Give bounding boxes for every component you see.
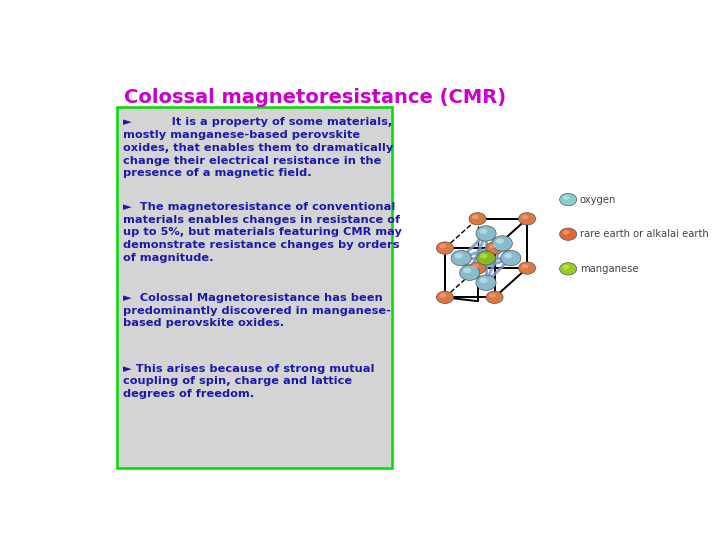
Ellipse shape [489, 244, 496, 248]
Text: rare earth or alkalai earth: rare earth or alkalai earth [580, 229, 708, 239]
Ellipse shape [518, 262, 536, 274]
Text: ►  The magnetoresistance of conventional
materials enables changes in resistance: ► The magnetoresistance of conventional … [123, 202, 402, 263]
Ellipse shape [463, 268, 472, 273]
Text: Colossal magnetoresistance (CMR): Colossal magnetoresistance (CMR) [124, 88, 506, 107]
Ellipse shape [489, 293, 496, 298]
Ellipse shape [469, 213, 486, 225]
Ellipse shape [480, 254, 487, 259]
Ellipse shape [562, 195, 570, 200]
Text: ►  Colossal Magnetoresistance has been
predominantly discovered in manganese-
ba: ► Colossal Magnetoresistance has been pr… [123, 293, 391, 328]
Ellipse shape [559, 193, 577, 206]
Ellipse shape [459, 265, 480, 280]
Ellipse shape [521, 215, 528, 219]
Ellipse shape [436, 242, 454, 254]
Text: ►          It is a property of some materials,
mostly manganese-based perovskite: ► It is a property of some materials, mo… [123, 117, 394, 178]
Ellipse shape [480, 228, 487, 234]
Ellipse shape [562, 265, 570, 269]
Ellipse shape [521, 264, 528, 268]
Ellipse shape [476, 226, 496, 241]
Ellipse shape [486, 291, 503, 303]
Ellipse shape [559, 262, 577, 275]
Ellipse shape [480, 278, 487, 283]
Ellipse shape [500, 251, 521, 266]
Ellipse shape [476, 275, 496, 291]
Text: oxygen: oxygen [580, 194, 616, 205]
Ellipse shape [496, 239, 504, 244]
Ellipse shape [451, 251, 472, 266]
Ellipse shape [562, 230, 570, 234]
Ellipse shape [477, 251, 495, 265]
Ellipse shape [439, 244, 446, 248]
Ellipse shape [439, 293, 446, 298]
Ellipse shape [486, 242, 503, 254]
Ellipse shape [504, 253, 513, 259]
Ellipse shape [472, 264, 479, 268]
Ellipse shape [492, 236, 513, 251]
Ellipse shape [454, 253, 463, 259]
Ellipse shape [559, 228, 577, 240]
Text: ► This arises because of strong mutual
coupling of spin, charge and lattice
degr: ► This arises because of strong mutual c… [123, 363, 375, 399]
Ellipse shape [469, 262, 486, 274]
Ellipse shape [472, 215, 479, 219]
Ellipse shape [518, 213, 536, 225]
FancyBboxPatch shape [117, 107, 392, 468]
Text: manganese: manganese [580, 264, 639, 274]
Ellipse shape [436, 291, 454, 303]
